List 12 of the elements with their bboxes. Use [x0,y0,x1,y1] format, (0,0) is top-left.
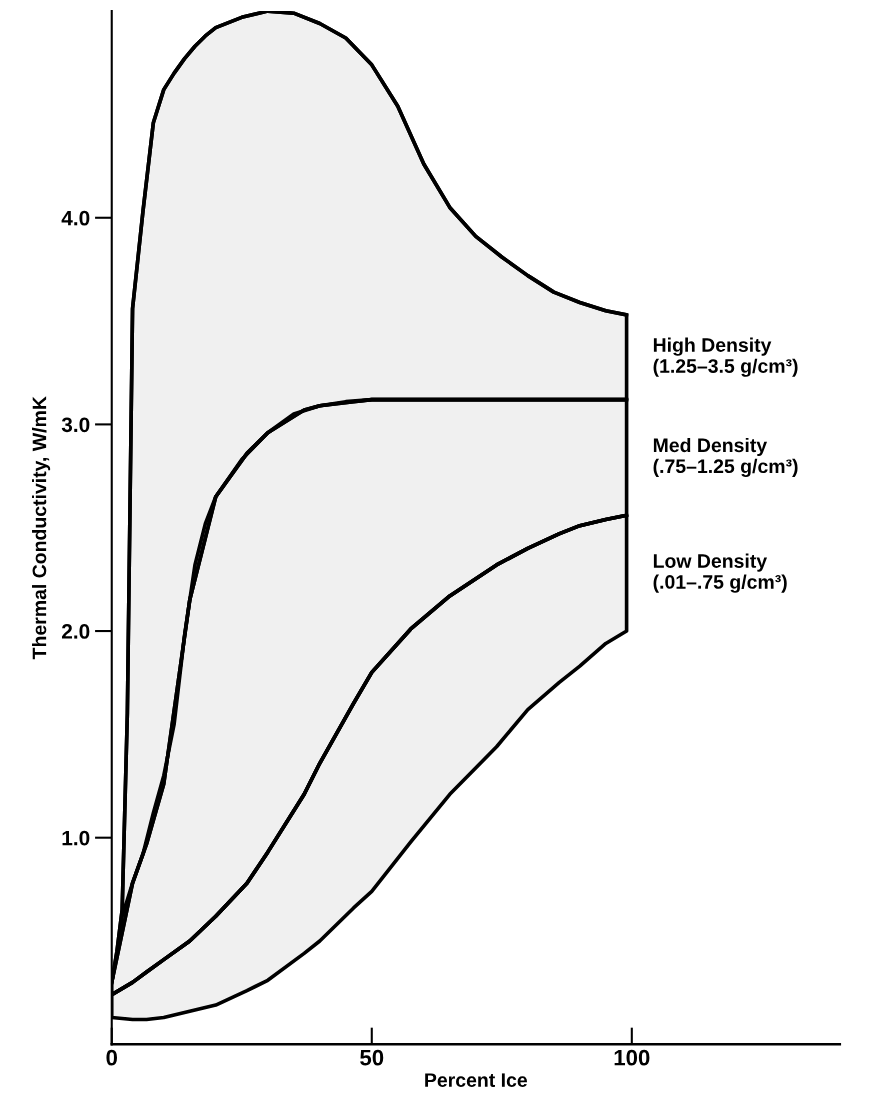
y-tick-label: 4.0 [61,210,90,226]
text: Med Density (.75–1.25 g/cm³) [653,437,798,478]
y-tick-label: 3.0 [61,417,90,433]
text: Low Density (.01–.75 g/cm³) [653,553,787,593]
y-axis-title: Thermal Conductivity, W/mK [32,396,51,660]
x-tick-label: 100 [614,1049,650,1066]
x-axis-title: Percent Ice [425,1073,528,1087]
x-tick-label: 50 [360,1049,384,1066]
y-tick-label: 2.0 [61,624,90,639]
y-tick-label: 1.0 [62,830,90,846]
x-tick-label: 0 [106,1049,118,1066]
series-label: High Density (1.25–3.5 g/cm³) [653,337,798,377]
